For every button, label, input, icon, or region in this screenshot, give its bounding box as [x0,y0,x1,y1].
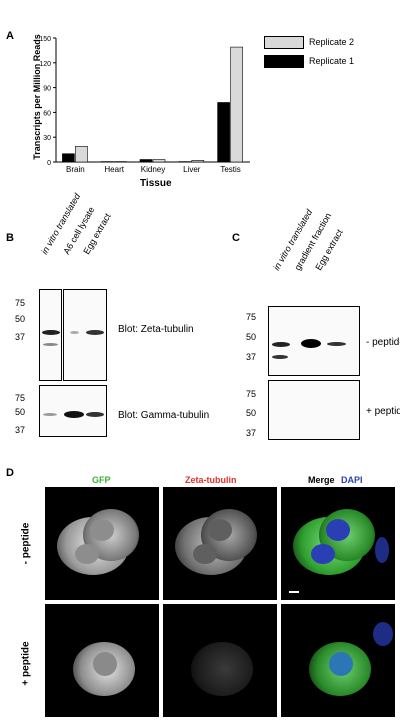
x-tick-label: Kidney [141,165,165,174]
panel-b-mw-50-top: 50 [15,314,26,324]
nucleus [75,544,99,564]
bar [178,161,192,163]
panel-c-label-plus-peptide: + peptide [366,406,400,417]
legend-swatch-replicate-2 [264,36,304,49]
y-tick-label: 120 [39,61,51,68]
band [42,330,60,335]
micrograph-merge-minus [281,487,395,600]
micrograph-zeta-minus [163,487,277,600]
band [301,339,321,348]
panel-b-blot-gamma [39,385,107,437]
panel-d-col-gfp: GFP [92,475,111,485]
legend-swatch-replicate-1 [264,55,304,68]
x-tick-label: Liver [183,165,201,174]
band [86,412,104,417]
row-label-text: + peptide [20,641,32,686]
panel-c-mw-37-bottom: 37 [246,428,257,438]
y-tick-label: 30 [43,135,51,142]
micrograph-gfp-plus [45,604,159,717]
panel-b-mw-37-bottom: 37 [15,425,26,435]
panel-c-blot-plus-peptide [268,380,360,440]
nucleus [208,519,232,541]
band [272,355,288,359]
panel-d-row-plus-label: + peptide [21,624,32,704]
band [272,342,290,347]
bar [62,153,75,163]
panel-a-chart: 0 30 60 90 120 150 Brain Heart Kidney Liver Testis [39,36,250,174]
panel-d-row-minus-label: - peptide [21,504,32,584]
y-tick-label: 150 [39,36,51,43]
band [43,413,57,416]
micrograph-merge-plus [281,604,395,717]
panel-b-blot-gamma-label: Blot: Gamma-tubulin [118,410,210,421]
panel-b-blot-zeta-lanes23 [63,289,107,381]
band [64,411,84,418]
legend-label-replicate-1: Replicate 1 [309,56,355,66]
nucleus [93,652,117,676]
bar [100,161,114,163]
panel-c-mw-50-bottom: 50 [246,408,257,418]
panel-b-letter: B [6,232,14,244]
panel-c-mw-75-top: 75 [246,312,257,322]
bar [191,160,205,163]
nucleus [326,519,350,541]
panel-b-blot-zeta-lane1 [39,289,62,381]
bar [230,46,243,163]
panel-b-mw-75-top: 75 [15,298,26,308]
panel-d-col-merge: Merge DAPI [308,475,363,485]
panel-b-blot-zeta-label: Blot: Zeta-tubulin [118,324,194,335]
band [43,343,58,346]
cell-shape [191,642,253,696]
x-tick-label: Heart [104,165,124,174]
band [86,330,104,335]
bar [139,159,153,163]
nucleus [90,519,114,541]
panel-c-letter: C [232,232,240,244]
panel-a-x-axis-title: Tissue [140,178,172,189]
y-tick-label: 0 [47,160,51,167]
band [327,342,346,346]
bar [75,145,88,163]
y-tick-label: 60 [43,110,51,117]
band [70,331,79,334]
x-tick-label: Brain [66,165,85,174]
panel-b-mw-50-bottom: 50 [15,407,26,417]
panel-c-label-minus-peptide: - peptide [366,337,400,348]
micrograph-gfp-minus [45,487,159,600]
bar [113,161,127,163]
x-tick-label: Testis [220,165,240,174]
row-label-text: - peptide [20,522,32,565]
scale-bar [289,591,299,593]
panel-c-mw-37-top: 37 [246,352,257,362]
panel-c-mw-50-top: 50 [246,332,257,342]
nucleus [193,544,217,564]
panel-b-mw-75-bottom: 75 [15,393,26,403]
nucleus [329,652,353,676]
panel-c-blot-minus-peptide [268,306,360,376]
nucleus [311,544,335,564]
panel-c-mw-75-bottom: 75 [246,389,257,399]
panel-a-letter: A [6,30,14,42]
panel-d-col-zeta: Zeta-tubulin [185,475,237,485]
dapi-label: DAPI [341,475,363,485]
nucleus [375,537,389,563]
panel-b-mw-37-top: 37 [15,332,26,342]
chart-ticks: 0 30 60 90 120 150 Brain Heart Kidney Liver Testis [39,36,241,174]
merge-label: Merge [308,475,335,485]
legend-label-replicate-2: Replicate 2 [309,37,355,47]
chart-bars [62,46,243,163]
bar [217,102,230,163]
nucleus [373,622,393,646]
y-tick-label: 90 [43,86,51,93]
bar [152,159,166,163]
panel-d-letter: D [6,467,14,479]
micrograph-zeta-plus [163,604,277,717]
